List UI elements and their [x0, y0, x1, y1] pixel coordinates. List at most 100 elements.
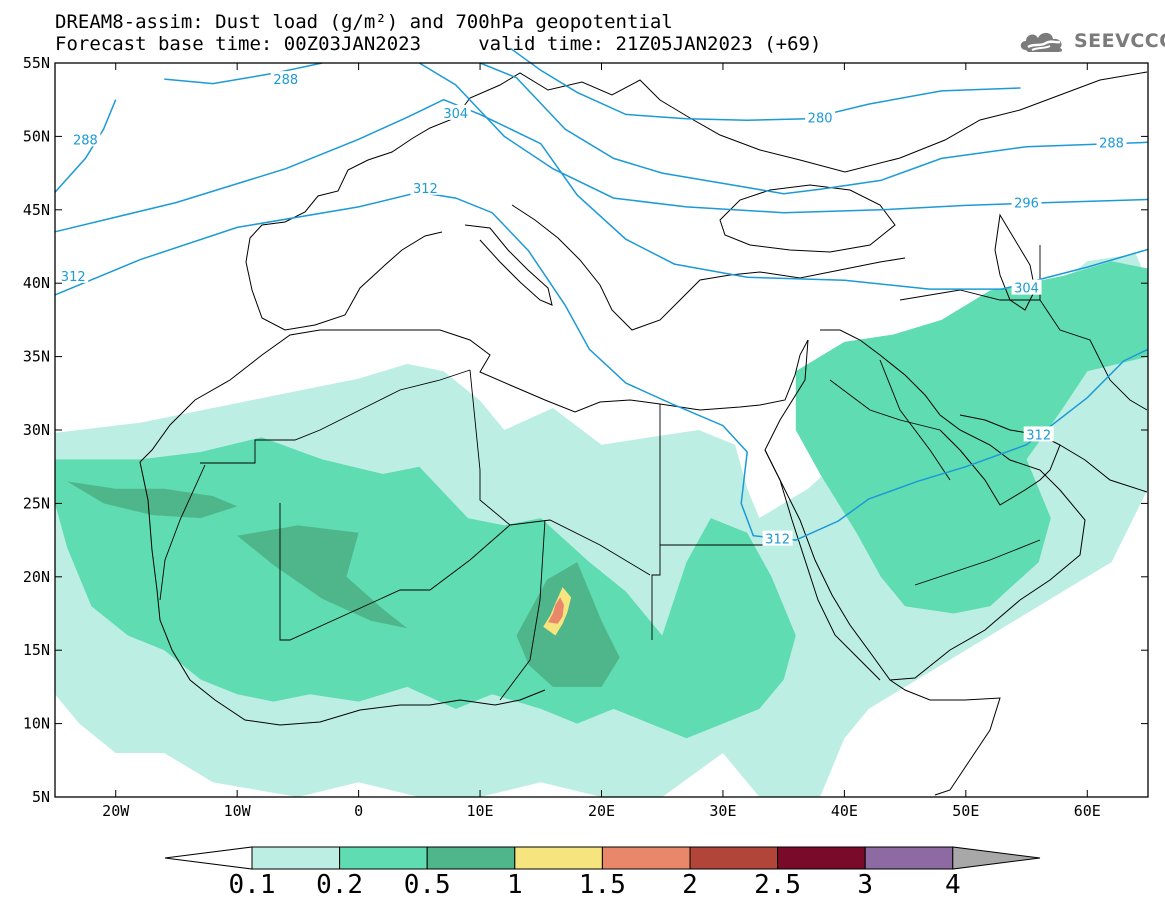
- contour-label-bg: [1023, 426, 1054, 442]
- coastline-caspian: [994, 213, 1036, 311]
- dust-region-0_5-3: [67, 481, 238, 519]
- coastline-horn-africa: [889, 679, 1001, 796]
- colorbar: 0.1 0.2 0.5 1 1.5 2 2.5 3 4: [164, 846, 1041, 900]
- map-title-line2: Forecast base time: 00Z03JAN2023 valid t…: [55, 33, 822, 55]
- contour-label-304: 304: [1014, 282, 1039, 297]
- colorbar-box-5: [689, 846, 779, 870]
- colorbar-high-arrow: [952, 846, 1041, 870]
- country-borders-layer: [159, 245, 1148, 701]
- cloud-icon: [1020, 32, 1063, 52]
- border-line: [829, 379, 941, 431]
- colorbar-box-4: [601, 846, 691, 870]
- lat-tick-label: 25N: [23, 494, 50, 512]
- contour-label-bg: [762, 530, 793, 546]
- contour-line-288-2: [164, 62, 323, 85]
- contour-label-288: 288: [73, 133, 98, 148]
- map-title-line1: DREAM8-assim: Dust load (g/m²) and 700hP…: [55, 11, 673, 33]
- colorbar-label: 3: [857, 870, 873, 900]
- border-line: [651, 404, 661, 640]
- lon-tick-label: 40E: [831, 802, 858, 820]
- lon-tick-label: 20W: [102, 802, 130, 820]
- lat-tick-label: 20N: [23, 568, 50, 586]
- contour-label-280: 280: [808, 111, 833, 126]
- colorbar-label: 2: [682, 870, 698, 900]
- coastline-west-africa: [139, 461, 546, 726]
- contour-line-304-5: [54, 98, 1149, 290]
- coastline-balkans-greece: [511, 204, 906, 331]
- lat-tick-label: 50N: [23, 127, 50, 145]
- lat-tick-label: 30N: [23, 421, 50, 439]
- contour-label-bg: [805, 109, 836, 125]
- contour-label-bg: [1011, 279, 1042, 295]
- lon-tick-label: 60E: [1074, 802, 1101, 820]
- colorbar-low-arrow: [164, 846, 253, 870]
- coastline-iran-pakistan: [1059, 444, 1148, 493]
- contour-label-312: 312: [413, 182, 438, 197]
- colorbar-label: 2.5: [754, 870, 801, 900]
- colorbar-label: 1: [507, 870, 523, 900]
- lon-tick-label: 10E: [467, 802, 494, 820]
- border-line: [469, 369, 651, 576]
- colorbar-box-6: [777, 846, 866, 870]
- contour-label-bg: [270, 71, 301, 87]
- coastline-italy: [464, 224, 553, 306]
- contour-label-bg: [410, 179, 441, 195]
- dust-region-1_5-7: [548, 597, 564, 624]
- lat-tick-label: 5N: [32, 788, 50, 806]
- contour-label-bg: [1011, 194, 1042, 210]
- contour-label-312: 312: [1026, 428, 1051, 443]
- colorbar-box-3: [514, 846, 603, 870]
- contour-label-bg: [70, 131, 101, 147]
- colorbar-label: 1.5: [579, 870, 626, 900]
- dust-load-layer: [55, 253, 1148, 798]
- lon-tick-label: 30E: [709, 802, 736, 820]
- lat-tick-label: 15N: [23, 641, 50, 659]
- coastline-levant-arabia: [764, 329, 1086, 681]
- border-line: [499, 519, 546, 701]
- lat-tick-label: 55N: [23, 54, 50, 72]
- logo-text: SEEVCCC: [1074, 30, 1165, 52]
- contour-label-bg: [58, 267, 89, 283]
- contour-label-bg: [1096, 134, 1127, 150]
- border-line: [279, 503, 511, 641]
- colorbar-box-7: [864, 846, 954, 870]
- lon-tick-label: 50E: [952, 802, 979, 820]
- contour-label-288: 288: [1099, 136, 1124, 151]
- contour-label-312: 312: [61, 270, 86, 285]
- axis-ticks: 20W 10W 0 10E 20E 30E 40E 50E 60E 5N 10N 15N 20N 25N 3…: [23, 54, 1148, 820]
- lon-tick-label: 20E: [588, 802, 615, 820]
- dust-region-0_2-2: [795, 261, 1148, 614]
- contour-label-bg: [440, 104, 471, 120]
- dust-region-0_5-5: [516, 562, 620, 687]
- colorbar-label: 0.2: [316, 870, 363, 900]
- lat-tick-label: 45N: [23, 201, 50, 219]
- colorbar-label: 0.5: [404, 870, 451, 900]
- border-line: [879, 359, 951, 481]
- border-line: [200, 369, 471, 464]
- colorbar-box-2: [426, 846, 516, 870]
- coastline-iberia: [245, 231, 443, 331]
- coastline-layer: [139, 71, 1148, 796]
- lat-tick-label: 10N: [23, 715, 50, 733]
- coastline-europe: [249, 71, 1148, 239]
- border-line: [914, 539, 1041, 586]
- border-line: [899, 289, 1040, 301]
- contour-line-288-1: [479, 62, 1149, 195]
- coastline-north-africa: [139, 329, 809, 463]
- colorbar-box-0: [251, 846, 341, 870]
- lat-tick-label: 35N: [23, 348, 50, 366]
- lat-tick-label: 40N: [23, 274, 50, 292]
- coastline-red-sea: [764, 449, 881, 681]
- lon-tick-label: 10W: [224, 802, 252, 820]
- colorbar-box-1: [339, 846, 428, 870]
- coastline-persian-gulf: [939, 414, 1061, 506]
- contour-line-296-4: [418, 62, 1149, 214]
- colorbar-label: 0.1: [229, 870, 276, 900]
- lon-tick-label: 0: [354, 802, 363, 820]
- colorbar-label: 4: [945, 870, 961, 900]
- contour-label-288: 288: [273, 73, 298, 88]
- contour-line-280-0: [509, 47, 1021, 122]
- contour-label-312: 312: [765, 533, 790, 548]
- coastline-black-sea: [719, 184, 896, 253]
